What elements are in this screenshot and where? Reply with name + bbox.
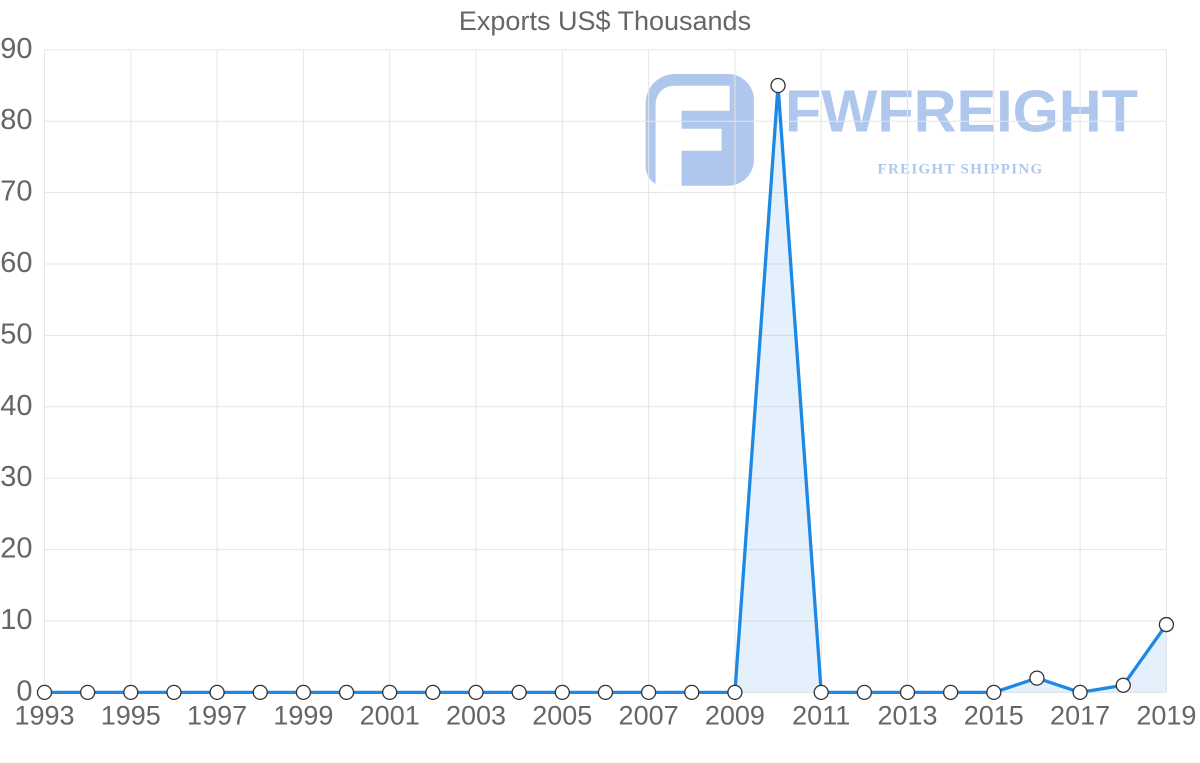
svg-text:FWFREIGHT: FWFREIGHT xyxy=(785,78,1138,145)
svg-text:40: 40 xyxy=(0,390,32,422)
svg-text:2001: 2001 xyxy=(360,700,420,730)
svg-text:1997: 1997 xyxy=(187,700,247,730)
svg-text:2015: 2015 xyxy=(964,700,1024,730)
svg-text:10: 10 xyxy=(0,604,32,636)
svg-text:1993: 1993 xyxy=(14,700,74,730)
svg-text:80: 80 xyxy=(0,104,32,136)
svg-text:2003: 2003 xyxy=(446,700,506,730)
svg-text:1995: 1995 xyxy=(101,700,161,730)
svg-text:20: 20 xyxy=(0,533,32,565)
svg-text:1999: 1999 xyxy=(273,700,333,730)
svg-text:60: 60 xyxy=(0,247,32,279)
svg-text:50: 50 xyxy=(0,318,32,350)
svg-text:90: 90 xyxy=(0,33,32,65)
svg-text:FREIGHT SHIPPING: FREIGHT SHIPPING xyxy=(878,161,1044,177)
svg-text:30: 30 xyxy=(0,461,32,493)
svg-text:2019: 2019 xyxy=(1136,700,1196,730)
svg-text:2017: 2017 xyxy=(1050,700,1110,730)
svg-text:2009: 2009 xyxy=(705,700,765,730)
svg-text:2005: 2005 xyxy=(532,700,592,730)
svg-text:2007: 2007 xyxy=(619,700,679,730)
svg-text:70: 70 xyxy=(0,176,32,208)
svg-text:2011: 2011 xyxy=(792,700,850,730)
svg-text:2013: 2013 xyxy=(877,700,937,730)
